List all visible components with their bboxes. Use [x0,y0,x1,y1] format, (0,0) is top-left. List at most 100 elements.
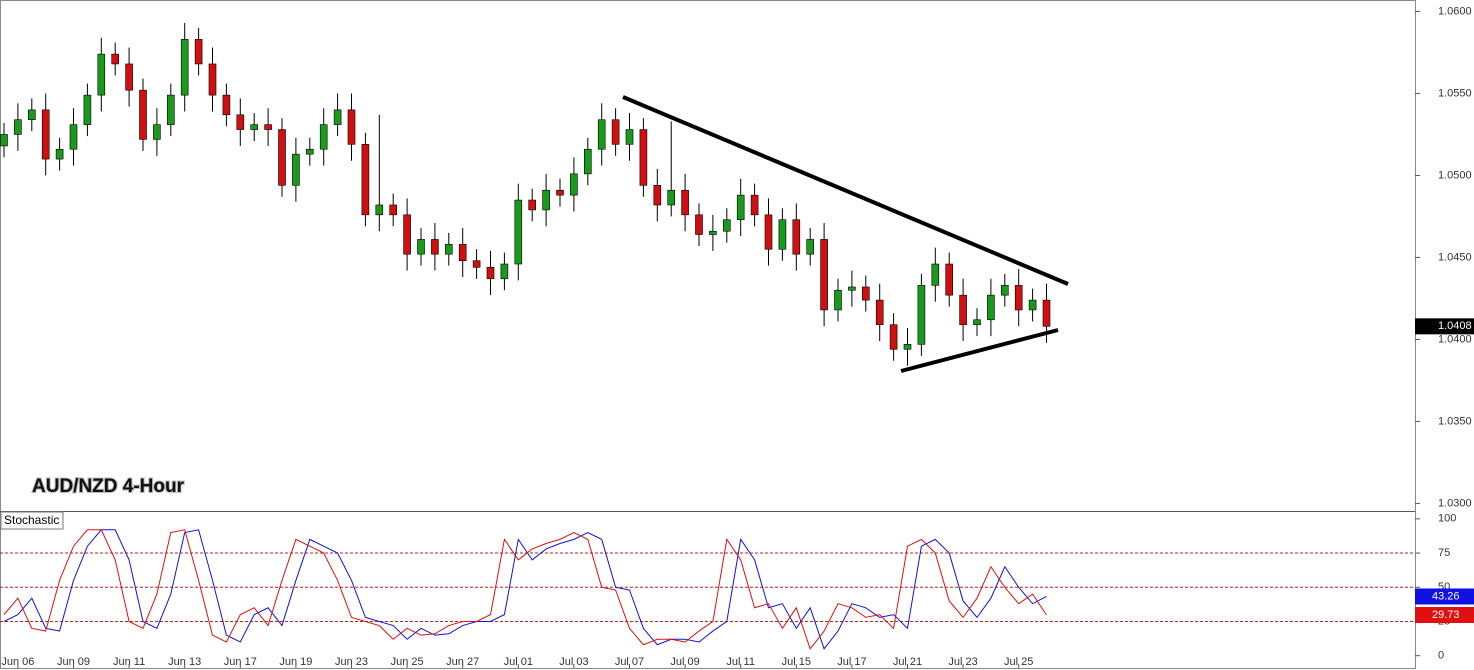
candle-body [347,109,356,145]
candle-body [625,129,634,145]
candle-body [834,289,842,311]
y-tick-label: 1.0500 [1438,169,1472,181]
x-tick-label: Jun 06 [1,656,34,668]
candle-body [0,134,8,147]
candle-body [125,63,133,91]
candle-body [570,173,578,196]
candle-body [486,266,495,280]
stochastic-line [3,529,1047,650]
candle-body [97,53,106,96]
candle-body [264,124,272,130]
candle-body [444,244,453,255]
candle-body [278,129,286,186]
candle-body [111,53,119,65]
candle-body [305,148,314,155]
y-tick-label: 1.0550 [1438,87,1472,99]
candle-body [1042,299,1051,327]
value-label: 43.26 [1432,590,1460,602]
candle-body [14,119,22,135]
candle-body [333,109,342,125]
trend-line-upper [622,95,1069,286]
x-tick-label: Jun 27 [446,656,479,668]
candle-body [542,189,550,211]
x-tick-label: Jun 09 [57,656,90,668]
stochastic-line [3,529,1047,650]
candle-body [653,185,662,206]
candle-body [611,119,620,145]
candle-body [778,219,787,250]
x-tick-label: Jul 03 [559,656,588,668]
candle-body [556,189,564,196]
indicator-title: Stochastic [4,513,59,527]
candle-body [458,244,467,262]
x-tick-label: Jul 15 [782,656,811,668]
candle-body [722,219,731,232]
candle-body [973,319,981,325]
candle-body [903,344,912,350]
last-price-label: 1.0408 [1438,320,1472,332]
candle-body [681,189,689,216]
candle-body [417,239,425,255]
candle-body [597,119,606,150]
candle-body [500,263,509,280]
y-tick-label: 100 [1438,513,1456,525]
candle-body [319,124,328,150]
indicator-box [0,511,64,530]
y-tick-label: 1.0300 [1438,497,1472,509]
candle-body [431,239,439,255]
candle-body [41,109,50,160]
candle-body [27,109,36,121]
candle-body [889,324,898,350]
candle-body [1028,299,1037,311]
y-tick-label: 1.0400 [1438,333,1472,345]
x-tick-label: Jul 01 [504,656,533,668]
candle-body [208,63,217,96]
x-tick-label: Jun 19 [279,656,312,668]
y-tick-label: 1.0350 [1438,415,1472,427]
chart-title: AUD/NZD 4-Hour [32,476,185,497]
candle-body [375,204,384,216]
x-tick-label: Jun 13 [168,656,201,668]
candle-body [472,260,481,268]
value-label: 29.73 [1432,609,1460,621]
candle-body [695,214,703,235]
candle-body [959,294,967,325]
candle-body [806,239,815,255]
candle-body [292,153,300,186]
candle-body [153,124,161,140]
x-tick-label: Jul 07 [615,656,644,668]
candle-body [945,263,954,296]
candle-body [194,39,203,65]
x-tick-label: Jun 25 [391,656,424,668]
candle-body [528,199,537,211]
x-tick-label: Jul 25 [1004,656,1033,668]
x-tick-label: Jun 11 [113,656,145,668]
candle-body [917,285,926,345]
candle-body [792,219,801,255]
trend-line-lower [900,328,1059,373]
y-tick-label: 0 [1438,650,1444,662]
candle-body [389,204,398,216]
x-tick-label: Jul 23 [948,656,977,668]
candle-body [55,148,64,160]
candle-body [1000,285,1009,296]
candle-body [167,94,175,125]
candle-body [861,286,870,301]
candle-body [69,124,78,150]
candle-body [736,194,745,221]
value-box [1415,607,1474,624]
last-price-box [1415,318,1474,335]
candle-body [987,294,995,321]
value-box [1415,588,1474,605]
candle-body [139,89,147,140]
frame [0,0,1416,669]
x-tick-label: Jul 09 [670,656,699,668]
candle-body [403,214,411,255]
candle-body [180,39,189,96]
candle-body [361,144,370,216]
candle-body [514,199,523,265]
x-tick-label: Jul 11 [726,656,755,668]
candle-body [639,129,648,186]
candle-body [236,114,245,130]
